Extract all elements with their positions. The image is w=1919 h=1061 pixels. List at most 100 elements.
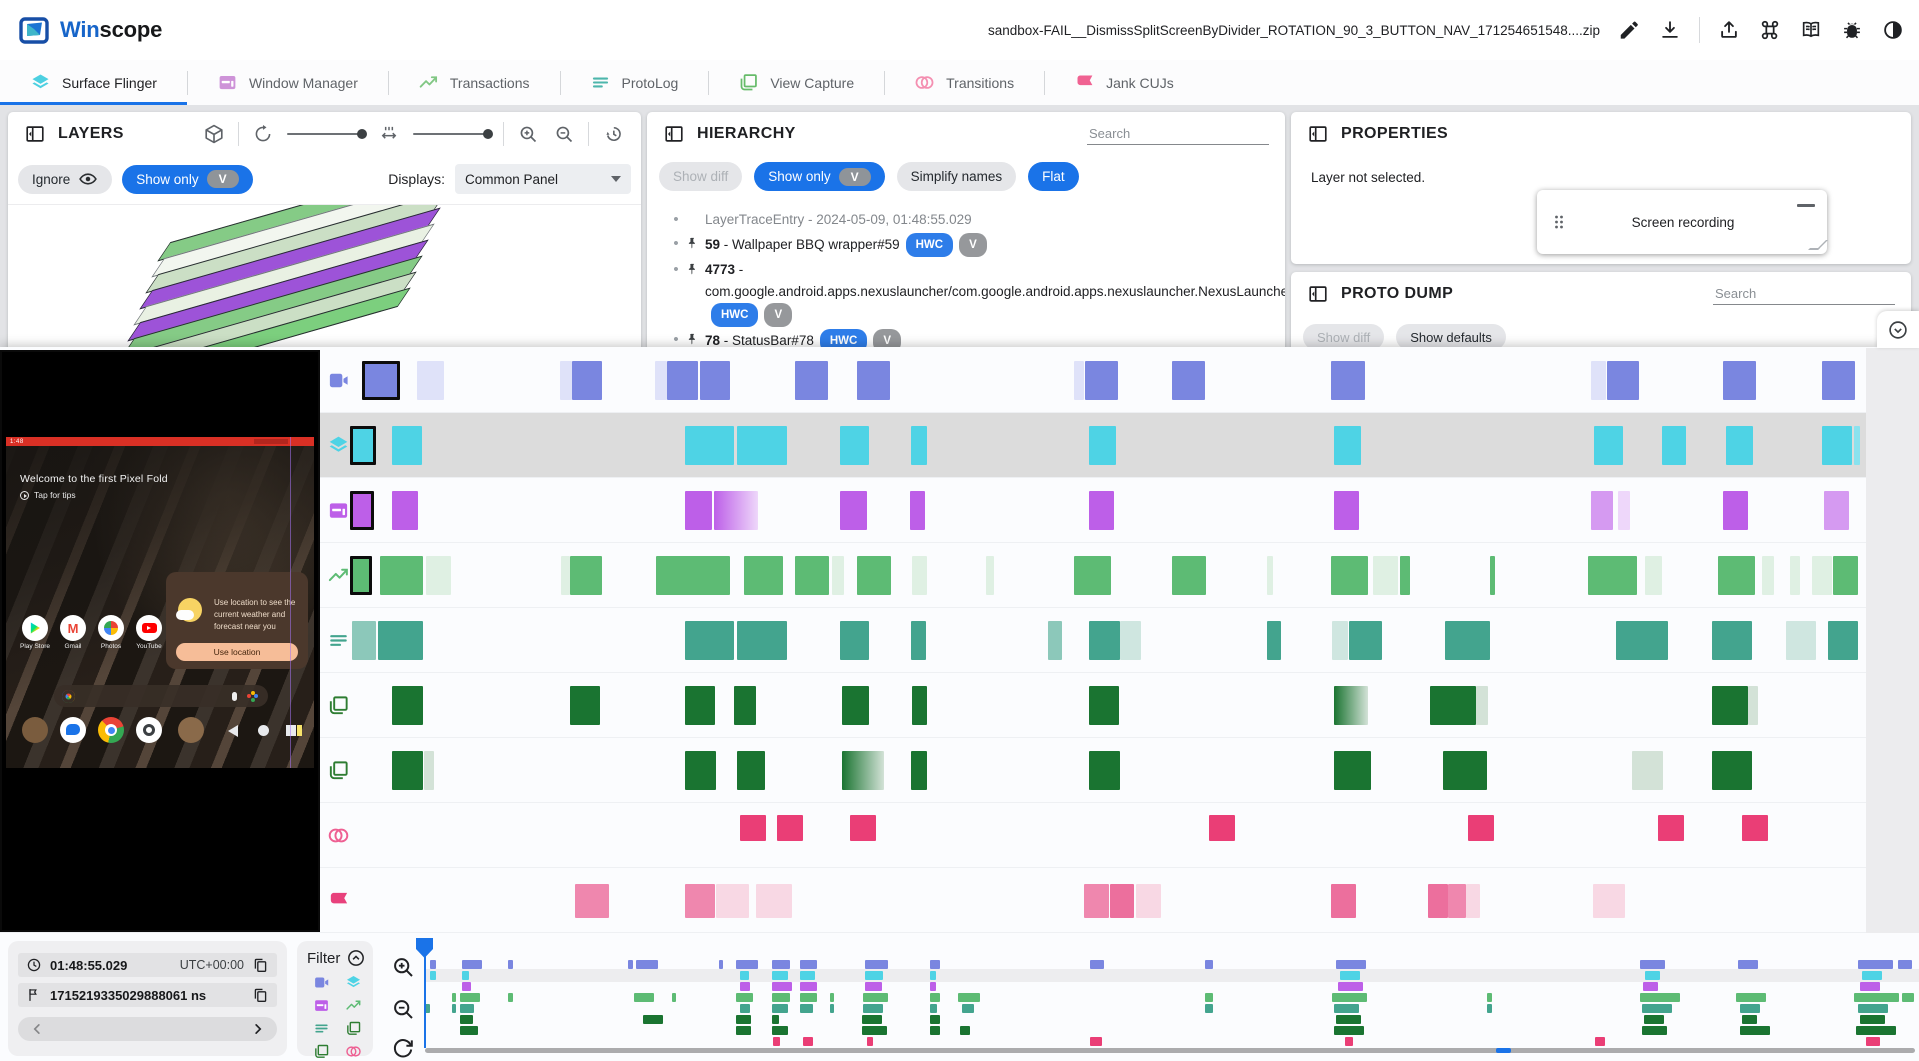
simplify-names-button[interactable]: Simplify names (896, 162, 1017, 191)
resize-handle[interactable] (1808, 240, 1828, 250)
trace-block[interactable] (424, 751, 434, 790)
trace-block[interactable] (1786, 621, 1816, 660)
trace-block[interactable] (1742, 815, 1768, 841)
trace-block[interactable] (842, 751, 884, 790)
show-diff-button[interactable]: Show diff (1303, 324, 1385, 350)
trace-block[interactable] (1712, 686, 1748, 725)
show-defaults-button[interactable]: Show defaults (1396, 324, 1506, 350)
trace-block[interactable] (795, 556, 829, 595)
timeline-zoom-out-button[interactable] (390, 996, 416, 1022)
trace-block[interactable] (1048, 621, 1062, 660)
trace-block[interactable] (1591, 491, 1613, 530)
trace-block[interactable] (714, 491, 758, 530)
trace-block[interactable] (832, 556, 844, 595)
trace-block[interactable] (840, 491, 867, 530)
trace-block[interactable] (1428, 884, 1448, 918)
trace-block[interactable] (1468, 815, 1494, 841)
tree-node[interactable]: • 78 - StatusBar#78 HWC V (667, 329, 1279, 353)
trace-block[interactable] (350, 426, 376, 465)
trace-block[interactable] (842, 686, 869, 725)
trace-block[interactable] (1089, 751, 1120, 790)
trace-block[interactable] (1334, 751, 1371, 790)
trace-block[interactable] (560, 361, 572, 400)
trace-block[interactable] (1616, 621, 1668, 660)
trace-block[interactable] (911, 621, 926, 660)
trace-block[interactable] (1136, 884, 1161, 918)
trace-block[interactable] (1084, 884, 1109, 918)
tab-transitions[interactable]: Transitions (884, 60, 1044, 105)
trace-block[interactable] (857, 556, 891, 595)
timeline-row-transactions[interactable] (0, 543, 1919, 608)
rotation-icon[interactable] (251, 122, 275, 146)
trace-block[interactable] (575, 884, 609, 918)
trace-block[interactable] (737, 426, 787, 465)
trace-block[interactable] (1591, 361, 1606, 400)
previous-frame-button[interactable] (28, 1020, 46, 1038)
timeline-row-surface-flinger[interactable] (0, 413, 1919, 478)
tab-surface-flinger[interactable]: Surface Flinger (0, 60, 187, 105)
displays-select[interactable]: Common Panel (455, 164, 631, 194)
trace-block[interactable] (795, 361, 828, 400)
trace-block[interactable] (1790, 556, 1800, 595)
trace-block[interactable] (1632, 751, 1663, 790)
trace-block[interactable] (392, 491, 418, 530)
edit-filename-button[interactable] (1617, 18, 1641, 42)
trace-block[interactable] (850, 815, 876, 841)
trace-block[interactable] (1400, 556, 1410, 595)
trace-block[interactable] (392, 751, 423, 790)
tab-view-capture[interactable]: View Capture (708, 60, 884, 105)
trace-block[interactable] (1723, 491, 1748, 530)
trace-block[interactable] (1373, 556, 1398, 595)
trace-block[interactable] (744, 556, 783, 595)
documentation-button[interactable] (1799, 18, 1823, 42)
trace-block[interactable] (362, 361, 400, 400)
window-filter-icon[interactable] (313, 997, 331, 1014)
timeline-row-transitions[interactable] (0, 803, 1919, 868)
trace-block[interactable] (1833, 556, 1858, 595)
lines-filter-icon[interactable] (313, 1020, 331, 1037)
trace-block[interactable] (1588, 556, 1637, 595)
ignore-filter-chip[interactable]: Ignore (18, 164, 113, 194)
reset-view-icon[interactable] (601, 122, 625, 146)
3d-view-icon[interactable] (202, 122, 226, 146)
trace-block[interactable] (1430, 686, 1476, 725)
trace-block[interactable] (378, 621, 423, 660)
trace-block[interactable] (1712, 621, 1752, 660)
timeline-cursor-line[interactable] (424, 938, 426, 1048)
viewcapture-filter-icon[interactable] (345, 1020, 363, 1037)
trace-block[interactable] (1331, 884, 1356, 918)
trace-block[interactable] (380, 556, 423, 595)
trace-block[interactable] (912, 686, 927, 725)
trace-block[interactable] (737, 621, 787, 660)
zoom-out-icon[interactable] (552, 122, 576, 146)
copy-icon[interactable] (252, 957, 269, 974)
trace-block[interactable] (417, 361, 444, 400)
trace-block[interactable] (1110, 884, 1134, 918)
trace-block[interactable] (1618, 491, 1630, 530)
trace-block[interactable] (1594, 426, 1623, 465)
trace-block[interactable] (700, 361, 730, 400)
trace-block[interactable] (840, 426, 869, 465)
trace-block[interactable] (1445, 621, 1490, 660)
trace-block[interactable] (1476, 686, 1488, 725)
trace-block[interactable] (1593, 884, 1625, 918)
timeline-row-protolog[interactable] (0, 608, 1919, 673)
timeline-row-screen-recording[interactable] (0, 348, 1919, 413)
viewcapture-filter-icon[interactable] (313, 1043, 331, 1060)
trace-block[interactable] (1334, 426, 1361, 465)
trace-block[interactable] (350, 556, 372, 595)
trace-block[interactable] (352, 621, 376, 660)
layer-spacing-icon[interactable] (377, 122, 401, 146)
trace-block[interactable] (1662, 426, 1686, 465)
tab-protolog[interactable]: ProtoLog (559, 60, 709, 105)
trace-block[interactable] (1466, 884, 1480, 918)
trace-block[interactable] (1120, 621, 1141, 660)
trace-block[interactable] (1854, 426, 1860, 465)
shortcuts-button[interactable] (1758, 18, 1782, 42)
trace-block[interactable] (986, 556, 994, 595)
trace-block[interactable] (777, 815, 803, 841)
trace-block[interactable] (734, 686, 756, 725)
trace-block[interactable] (1074, 361, 1084, 400)
hierarchy-search-input[interactable] (1087, 123, 1269, 145)
trace-block[interactable] (840, 621, 869, 660)
